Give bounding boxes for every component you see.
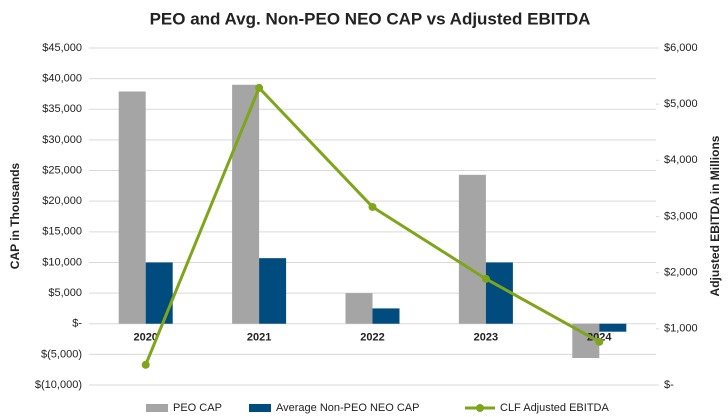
bar bbox=[458, 174, 486, 324]
y-tick-label: $45,000 bbox=[42, 42, 82, 54]
line-point bbox=[368, 202, 377, 211]
bar bbox=[118, 91, 146, 324]
legend-label: PEO CAP bbox=[173, 402, 222, 414]
legend-label: Average Non-PEO NEO CAP bbox=[276, 402, 419, 414]
x-tick-label: 2020 bbox=[133, 332, 157, 344]
y2-tick-label: $1,000 bbox=[664, 323, 698, 335]
y-tick-label: $- bbox=[72, 318, 82, 330]
y2-tick-label: $5,000 bbox=[664, 98, 698, 110]
line-point bbox=[481, 274, 490, 283]
y-tick-label: $15,000 bbox=[42, 226, 82, 238]
line-point bbox=[595, 337, 604, 346]
y2-tick-label: $6,000 bbox=[664, 42, 698, 54]
x-tick-label: 2024 bbox=[587, 332, 612, 344]
y2-tick-label: $2,000 bbox=[664, 267, 698, 279]
x-tick-label: 2022 bbox=[360, 332, 384, 344]
y2-axis-title: Adjusted EBITDA in Millions bbox=[708, 135, 722, 296]
x-tick-label: 2023 bbox=[474, 332, 498, 344]
chart-title: PEO and Avg. Non-PEO NEO CAP vs Adjusted… bbox=[150, 9, 591, 28]
y-tick-label: $35,000 bbox=[42, 103, 82, 115]
y2-tick-label: $- bbox=[664, 379, 674, 391]
x-tick-label: 2021 bbox=[247, 332, 271, 344]
y-tick-label: $10,000 bbox=[42, 256, 82, 268]
legend-label: CLF Adjusted EBITDA bbox=[500, 402, 609, 414]
y-tick-label: $40,000 bbox=[42, 73, 82, 85]
y-tick-label: $(10,000) bbox=[35, 379, 82, 391]
line-point bbox=[255, 83, 264, 92]
bar bbox=[599, 323, 627, 332]
line-point bbox=[141, 360, 150, 369]
y2-tick-label: $3,000 bbox=[664, 210, 698, 222]
bar bbox=[145, 262, 173, 324]
bar bbox=[259, 258, 287, 324]
bar bbox=[372, 308, 400, 324]
legend-swatch bbox=[249, 404, 271, 412]
y-tick-label: $5,000 bbox=[48, 287, 82, 299]
y-tick-label: $20,000 bbox=[42, 195, 82, 207]
y-tick-label: $25,000 bbox=[42, 164, 82, 176]
legend-swatch bbox=[476, 404, 484, 412]
bar bbox=[345, 293, 373, 324]
y-tick-label: $(5,000) bbox=[41, 348, 82, 360]
y2-tick-label: $4,000 bbox=[664, 154, 698, 166]
bar bbox=[485, 262, 513, 324]
y-axis-title: CAP in Thousands bbox=[8, 162, 22, 269]
legend-swatch bbox=[146, 404, 168, 412]
y-tick-label: $30,000 bbox=[42, 134, 82, 146]
